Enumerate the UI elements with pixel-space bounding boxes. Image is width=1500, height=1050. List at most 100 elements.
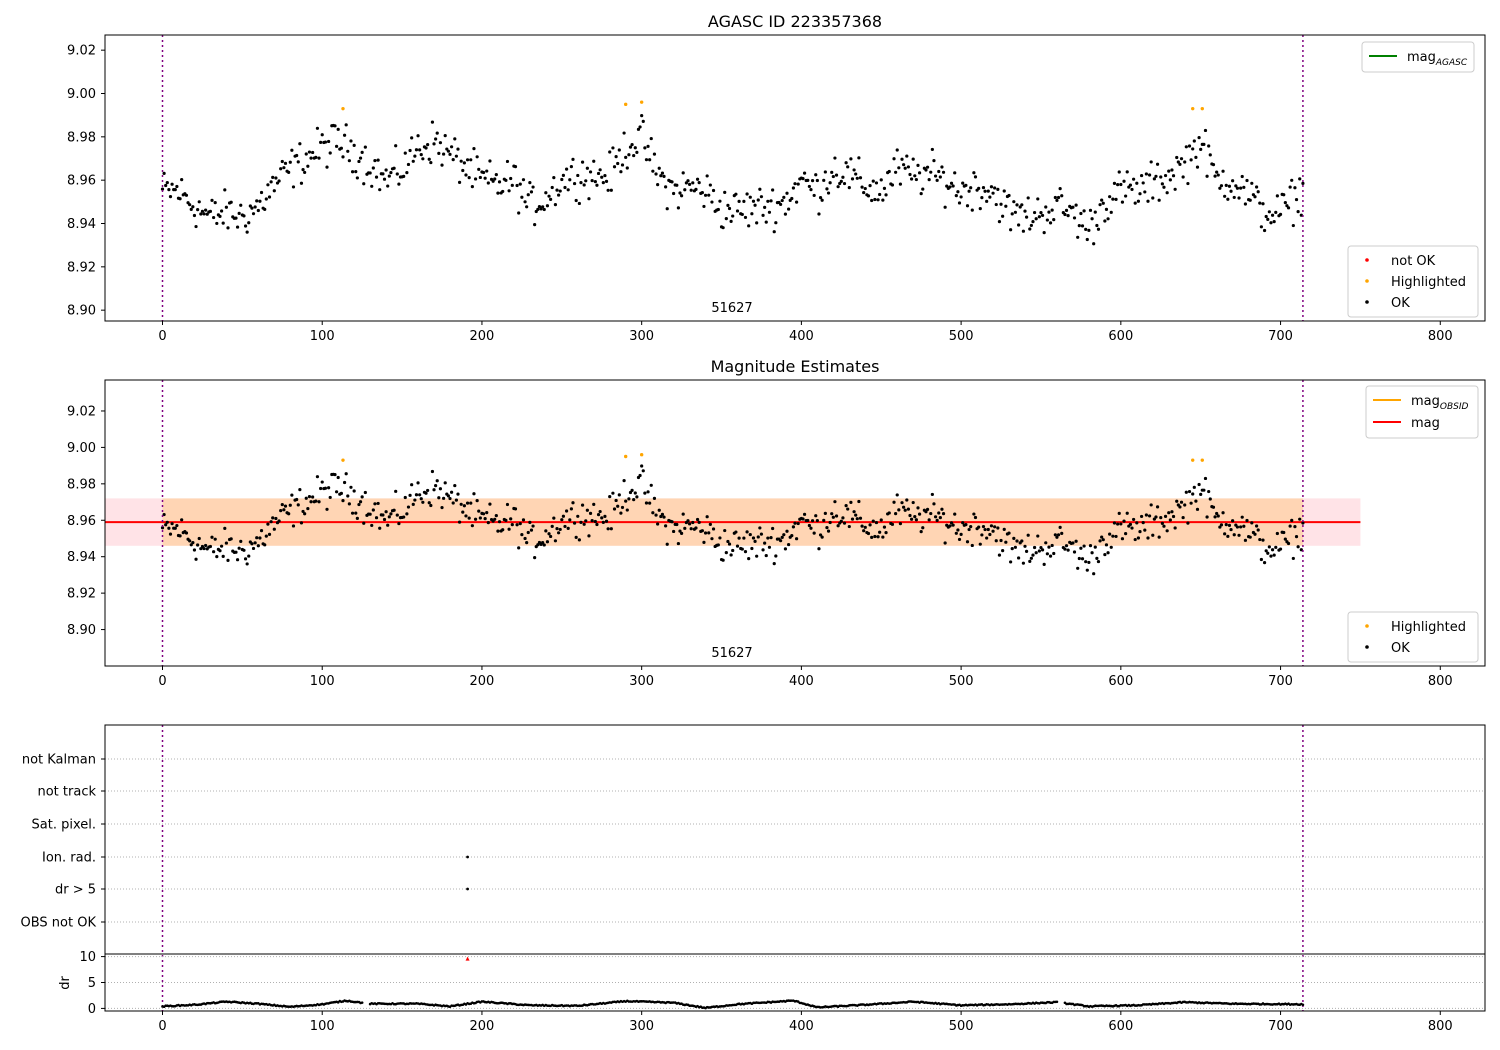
ok-point bbox=[820, 198, 824, 202]
ok-point bbox=[874, 181, 879, 185]
ok-point bbox=[504, 178, 508, 182]
ok-point bbox=[542, 207, 546, 212]
ok-point bbox=[226, 558, 230, 563]
ok-point bbox=[389, 512, 393, 516]
ok-point bbox=[847, 524, 851, 529]
ok-point bbox=[1274, 210, 1278, 214]
ok-point bbox=[223, 526, 227, 531]
ok-point bbox=[191, 205, 195, 209]
ok-point bbox=[1149, 503, 1153, 507]
highlighted-point bbox=[1191, 458, 1195, 462]
y-tick-label: 9.02 bbox=[67, 404, 96, 419]
ok-point bbox=[894, 170, 898, 174]
ok-point bbox=[1159, 175, 1163, 179]
ok-point bbox=[694, 526, 698, 530]
ok-point bbox=[208, 209, 213, 213]
ok-point bbox=[164, 183, 168, 188]
ok-point bbox=[477, 509, 481, 513]
ok-point bbox=[841, 175, 845, 179]
ok-point bbox=[938, 516, 942, 520]
ok-point bbox=[223, 188, 227, 192]
ok-point bbox=[259, 529, 264, 533]
ok-point bbox=[529, 190, 534, 194]
ok-point bbox=[464, 514, 468, 518]
ok-point bbox=[606, 527, 610, 531]
ok-point bbox=[1266, 217, 1270, 221]
ok-point bbox=[911, 500, 915, 505]
ok-point bbox=[831, 174, 835, 179]
ok-point bbox=[566, 526, 570, 530]
ok-point bbox=[549, 197, 553, 202]
ok-point bbox=[881, 535, 885, 539]
ok-point bbox=[386, 184, 390, 188]
ok-point bbox=[742, 536, 746, 540]
ok-point bbox=[1132, 517, 1136, 522]
ok-point bbox=[256, 208, 260, 213]
ok-point bbox=[747, 557, 751, 561]
ok-point bbox=[603, 173, 607, 178]
ok-point bbox=[557, 531, 561, 535]
ok-point bbox=[1034, 217, 1038, 221]
ok-point bbox=[977, 186, 981, 190]
ok-point bbox=[729, 553, 733, 557]
ok-point bbox=[1124, 532, 1128, 536]
ok-point bbox=[785, 191, 789, 195]
ok-point bbox=[1283, 201, 1287, 205]
ok-point bbox=[703, 531, 708, 535]
ok-point bbox=[855, 176, 859, 180]
ok-point bbox=[1215, 170, 1219, 174]
ok-point bbox=[850, 177, 855, 181]
ok-point bbox=[1066, 214, 1070, 218]
ok-point bbox=[256, 544, 260, 548]
ok-point bbox=[702, 540, 706, 544]
ok-point bbox=[255, 199, 259, 203]
ok-point bbox=[761, 213, 765, 217]
ok-point bbox=[1242, 185, 1246, 189]
plot-area: 0 100 200 300 400 500 600 700 800 8.90 8.92 8.94 8.9… bbox=[67, 379, 1486, 689]
ok-point bbox=[972, 512, 976, 516]
ok-point bbox=[965, 540, 970, 544]
ok-point bbox=[394, 489, 398, 493]
ok-point bbox=[384, 168, 388, 172]
ok-point bbox=[298, 488, 302, 492]
ok-point bbox=[929, 170, 933, 174]
ok-point bbox=[929, 511, 933, 516]
ok-point bbox=[394, 144, 398, 148]
ok-point bbox=[601, 181, 605, 185]
ok-point bbox=[529, 528, 534, 532]
ok-point bbox=[1207, 489, 1211, 494]
ok-point bbox=[1026, 533, 1030, 537]
ok-point bbox=[224, 541, 228, 545]
ok-point bbox=[1125, 511, 1129, 515]
ok-point bbox=[1250, 181, 1254, 185]
ok-point bbox=[1056, 195, 1061, 200]
ok-point bbox=[1040, 548, 1045, 552]
line-legend: magAGASC bbox=[1361, 41, 1475, 73]
ok-point bbox=[341, 155, 345, 159]
ok-point bbox=[1108, 532, 1112, 536]
ok-point bbox=[826, 191, 831, 195]
x-tick-label: 100 bbox=[310, 674, 335, 689]
ok-point bbox=[876, 198, 880, 202]
ok-point bbox=[1013, 545, 1018, 549]
x-tick-label: 500 bbox=[949, 674, 974, 689]
ok-point bbox=[991, 529, 995, 533]
ok-point bbox=[909, 517, 914, 521]
ok-point bbox=[1017, 223, 1021, 227]
ok-point bbox=[1253, 532, 1257, 536]
ok-point bbox=[679, 194, 684, 198]
ok-point bbox=[909, 177, 914, 181]
ok-point bbox=[523, 536, 527, 541]
ok-point bbox=[978, 207, 982, 211]
ok-point bbox=[274, 176, 278, 180]
ok-point bbox=[1024, 549, 1029, 553]
ok-point bbox=[630, 143, 634, 147]
ok-point bbox=[344, 472, 348, 476]
ok-point bbox=[916, 163, 920, 167]
ok-point bbox=[362, 182, 366, 186]
ok-point bbox=[1090, 551, 1094, 555]
ok-point bbox=[742, 199, 746, 203]
ok-point bbox=[1021, 561, 1026, 565]
ok-point bbox=[1191, 147, 1195, 151]
ok-point bbox=[753, 203, 757, 207]
